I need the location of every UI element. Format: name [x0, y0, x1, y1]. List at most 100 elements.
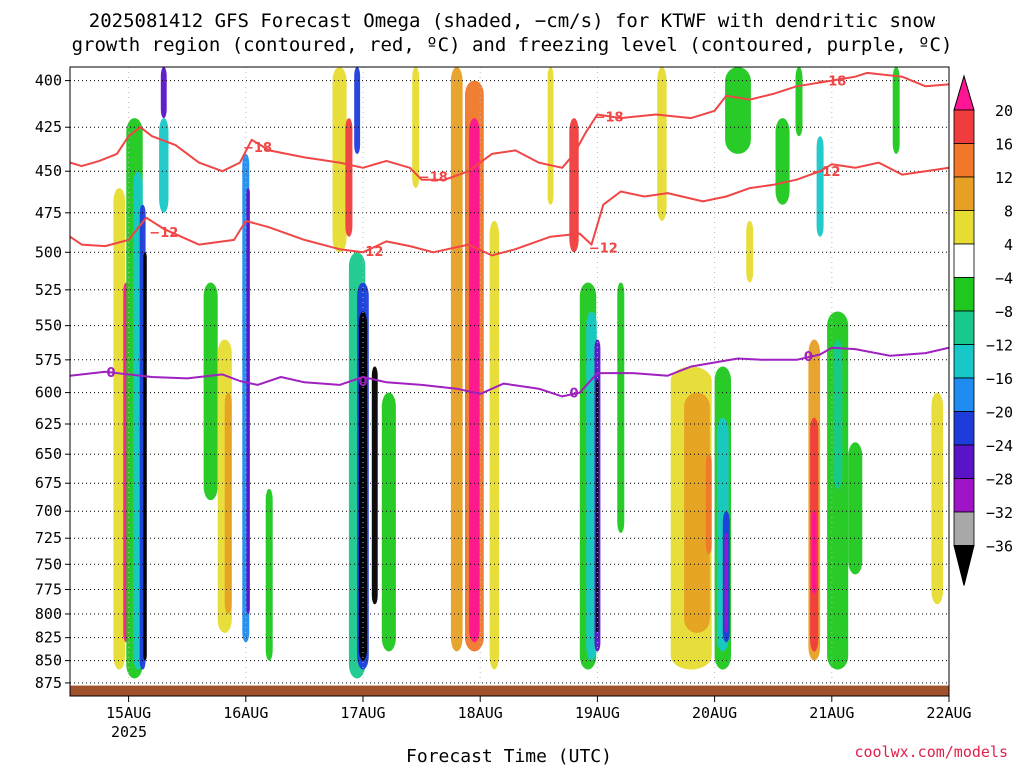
omega-cell: [892, 67, 900, 154]
omega-cell: [684, 392, 710, 633]
pressure-gridlines: [70, 67, 950, 696]
omega-cell: [586, 311, 597, 661]
isotherm-line: [70, 161, 949, 257]
omega-cell: [469, 118, 480, 643]
y-tick-label: 575: [35, 351, 62, 369]
terrain-rect: [70, 685, 949, 696]
y-tick-label: 625: [35, 415, 62, 433]
y-tick-label: 775: [35, 581, 62, 599]
colorbar-segment: [953, 444, 975, 479]
contour-label: 0: [106, 366, 115, 381]
x-tick-label: 19AUG: [575, 704, 620, 722]
omega-cell: [705, 454, 712, 554]
omega-cell: [725, 67, 751, 154]
colorbar-segment: [953, 243, 975, 278]
omega-cell: [569, 118, 579, 253]
y-tick-label: 650: [35, 445, 62, 463]
colorbar-label: −8: [995, 303, 1013, 321]
omega-cell: [816, 136, 824, 237]
colorbar-label: 20: [995, 102, 1013, 120]
y-tick-label: 525: [35, 281, 62, 299]
x-tick-label: 16AUG: [223, 704, 268, 722]
omega-cell: [160, 67, 167, 119]
omega-cell: [775, 118, 790, 205]
omega-cell: [246, 188, 250, 614]
plot-frame: [69, 66, 950, 697]
y-tick-label: 750: [35, 555, 62, 573]
colorbar-label: −36: [986, 538, 1013, 556]
omega-cell: [746, 220, 754, 283]
colorbar-top-arrow: [953, 74, 975, 111]
y-tick-label: 700: [35, 502, 62, 520]
x-tick-label: 18AUG: [458, 704, 503, 722]
omega-cell: [358, 311, 368, 661]
omega-cell: [224, 392, 232, 614]
omega-cell: [833, 339, 843, 489]
x-tick-label: 17AUG: [340, 704, 385, 722]
contour-label: −18: [817, 75, 846, 90]
colorbar-segment: [953, 210, 975, 245]
colorbar-segment: [953, 478, 975, 513]
colorbar-segment: [953, 344, 975, 379]
y-tick-label: 800: [35, 605, 62, 623]
contour-label: 0: [358, 375, 367, 390]
colorbar-label: 8: [1004, 203, 1013, 221]
colorbar: 20 16 12 8 4 −4 −8 −12 −16 −20 −24 −28 −32 −36: [953, 74, 1013, 586]
omega-cell: [848, 442, 863, 575]
x-tick-label: 22AUG: [926, 704, 971, 722]
terrain-band: [70, 685, 949, 696]
isotherm-line: [70, 71, 949, 181]
y-tick-label: 475: [35, 204, 62, 222]
colorbar-label: −16: [986, 370, 1013, 388]
omega-cell: [724, 532, 729, 633]
colorbar-label: −32: [986, 504, 1013, 522]
colorbar-label: −4: [995, 270, 1013, 288]
omega-cell: [450, 67, 463, 652]
chart-title-line-1: 2025081412 GFS Forecast Omega (shaded, −…: [89, 10, 936, 32]
y-axis-ticks: 400 425 450 475 500 525 550 575 600 625 650 675 700 7…: [35, 72, 70, 692]
contour-label: −12: [149, 226, 178, 241]
omega-cell: [412, 67, 420, 189]
y-tick-label: 825: [35, 629, 62, 647]
colorbar-label: 4: [1004, 236, 1013, 254]
omega-cell: [547, 67, 554, 205]
omega-cell: [332, 67, 347, 253]
colorbar-segment: [953, 109, 975, 144]
x-tick-label: 20AUG: [692, 704, 737, 722]
contour-labels: −18 −18 −18 −18 −12 −12 −12 −12 0 0 0 0: [106, 75, 846, 402]
y-tick-label: 400: [35, 72, 62, 90]
isotherm-line: [70, 346, 949, 398]
x-axis-label: Forecast Time (UTC): [406, 746, 612, 767]
colorbar-segment: [953, 277, 975, 312]
omega-cell: [795, 67, 803, 137]
chart-title-line-2: growth region (contoured, red, ºC) and f…: [72, 34, 953, 56]
omega-cell: [931, 392, 944, 605]
colorbar-segment: [953, 411, 975, 446]
contour-label: −18: [595, 110, 624, 125]
omega-cell: [489, 220, 499, 670]
y-tick-label: 850: [35, 652, 62, 670]
colorbar-segment: [953, 143, 975, 178]
x-axis-ticks: 15AUG 16AUG 17AUG 18AUG 19AUG 20AUG 21AUG 22AUG: [106, 696, 972, 722]
colorbar-segment: [953, 511, 975, 546]
colorbar-label: −28: [986, 471, 1013, 489]
colorbar-label: −20: [986, 404, 1013, 422]
omega-cell: [811, 511, 817, 595]
colorbar-label: 16: [995, 136, 1013, 154]
omega-cell: [657, 67, 667, 221]
omega-cell: [203, 282, 218, 501]
y-tick-label: 550: [35, 317, 62, 335]
colorbar-segment: [953, 310, 975, 345]
y-tick-label: 725: [35, 529, 62, 547]
contour-label: −18: [243, 141, 272, 156]
contour-label: −12: [354, 245, 383, 260]
omega-cell: [596, 379, 599, 633]
colorbar-segment: [953, 176, 975, 211]
y-tick-label: 875: [35, 674, 62, 692]
colorbar-label: −24: [986, 437, 1013, 455]
x-tick-label: 21AUG: [809, 704, 854, 722]
omega-cell: [827, 311, 849, 670]
colorbar-bottom-arrow: [953, 545, 975, 586]
y-tick-label: 500: [35, 243, 62, 261]
